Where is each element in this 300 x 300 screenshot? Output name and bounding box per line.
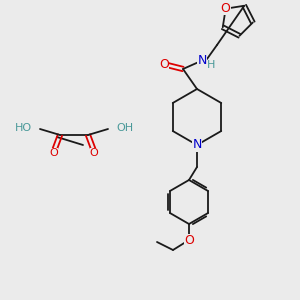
Text: O: O: [184, 233, 194, 247]
Text: O: O: [221, 2, 231, 15]
Text: H: H: [207, 60, 215, 70]
Text: N: N: [192, 139, 202, 152]
Text: O: O: [90, 148, 98, 158]
Text: HO: HO: [15, 123, 32, 133]
Text: N: N: [197, 55, 207, 68]
Text: OH: OH: [116, 123, 133, 133]
Text: O: O: [50, 148, 58, 158]
Text: O: O: [159, 58, 169, 71]
